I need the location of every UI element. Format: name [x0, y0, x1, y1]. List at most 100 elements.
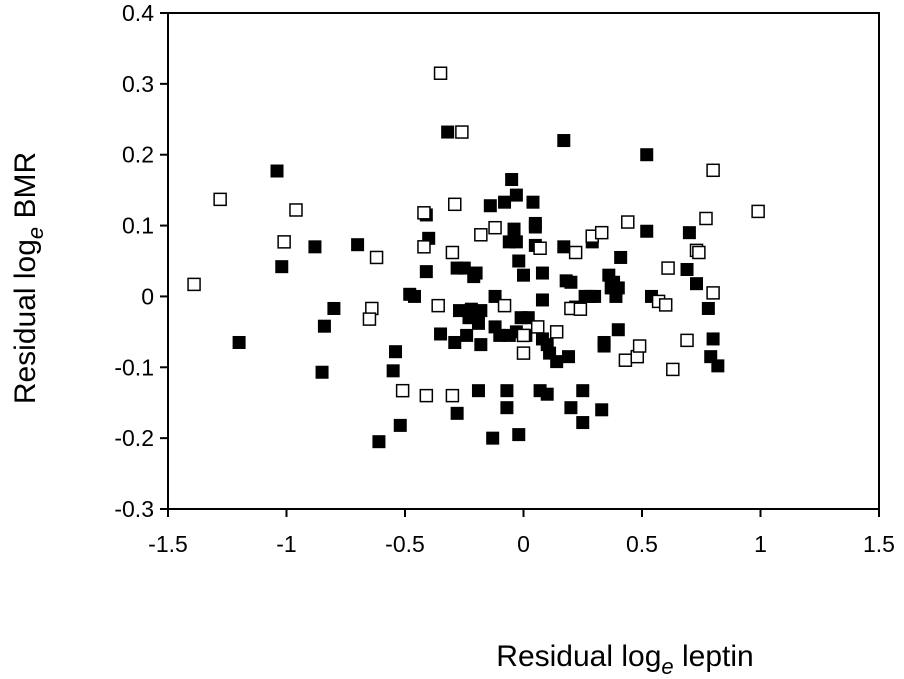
filled-square-point — [711, 359, 725, 373]
open-square-point — [277, 235, 291, 249]
filled-square-point — [588, 289, 602, 303]
x-tick-label: 1 — [754, 531, 767, 557]
filled-square-point — [512, 254, 526, 268]
y-tick-label: 0 — [141, 283, 154, 309]
open-square-point — [666, 362, 680, 377]
filled-square-point — [517, 268, 530, 282]
open-square-point — [699, 211, 713, 226]
open-square-point — [395, 383, 410, 398]
filled-square-point — [611, 323, 625, 337]
filled-square-point — [232, 335, 246, 349]
filled-square-point — [557, 240, 571, 254]
x-tick-label: -1 — [276, 531, 296, 557]
open-square-point — [516, 328, 531, 343]
open-square-point — [433, 66, 448, 80]
x-tick-label: -1.5 — [148, 531, 188, 557]
open-square-point — [488, 220, 502, 235]
filled-square-point — [505, 173, 519, 187]
y-tick-label: 0.1 — [122, 213, 154, 239]
filled-square-point — [460, 328, 474, 342]
filled-square-point — [682, 226, 696, 240]
open-square-point — [289, 203, 303, 217]
open-square-point — [568, 245, 583, 260]
filled-square-point — [471, 384, 485, 398]
filled-square-point — [308, 240, 322, 254]
open-square-point — [455, 125, 469, 139]
filled-square-point — [528, 216, 542, 230]
open-square-point — [751, 204, 765, 219]
open-square-point — [448, 197, 462, 212]
filled-square-point — [317, 319, 331, 333]
open-square-point — [213, 192, 227, 207]
filled-square-point — [701, 301, 715, 315]
filled-square-point — [557, 134, 571, 148]
open-square-point — [187, 277, 201, 292]
filled-square-point — [483, 199, 497, 213]
filled-square-point — [275, 260, 289, 274]
open-square-point — [516, 346, 531, 360]
y-tick-label: -0.1 — [114, 354, 154, 380]
filled-square-point — [611, 281, 625, 295]
filled-square-point — [509, 188, 523, 202]
open-square-point — [573, 302, 588, 316]
filled-square-point — [448, 335, 462, 349]
filled-square-point — [393, 418, 407, 432]
filled-square-point — [680, 263, 694, 277]
open-square-point — [362, 312, 377, 326]
filled-square-point — [564, 401, 578, 415]
x-axis-title-subscript: e — [661, 654, 673, 679]
filled-square-point — [576, 384, 590, 398]
x-axis-title: Residual loge leptin — [496, 640, 753, 679]
filled-square-point — [500, 401, 514, 415]
filled-square-point — [690, 277, 704, 291]
filled-square-point — [450, 406, 464, 420]
open-square-point — [549, 325, 564, 339]
filled-square-point — [550, 355, 564, 369]
filled-square-point — [640, 224, 654, 238]
y-axis-title-subscript: e — [23, 227, 48, 239]
filled-square-point — [507, 222, 521, 236]
open-square-point — [417, 240, 431, 254]
open-square-point — [445, 388, 460, 403]
filled-square-point — [471, 316, 485, 330]
filled-square-point — [315, 365, 329, 379]
filled-square-point — [597, 339, 611, 353]
filled-square-point — [386, 364, 400, 378]
data-points — [187, 66, 765, 449]
y-tick-label: 0.3 — [122, 71, 154, 97]
open-square-point — [530, 320, 545, 334]
y-tick-label: 0.2 — [122, 142, 154, 168]
filled-square-point — [498, 195, 512, 209]
filled-square-point — [372, 435, 386, 449]
x-axis: -1.5 -1 -0.5 0 0.5 1 1.5 — [148, 509, 895, 557]
filled-square-point — [474, 304, 488, 318]
y-tick-label: -0.3 — [114, 496, 154, 522]
filled-square-point — [486, 431, 500, 445]
filled-square-point — [526, 195, 540, 209]
filled-square-point — [407, 289, 421, 303]
open-square-point — [706, 163, 720, 178]
open-square-point — [497, 298, 512, 313]
open-square-point — [618, 353, 633, 367]
open-square-point — [632, 339, 647, 353]
open-square-point — [658, 298, 673, 312]
filled-square-point — [540, 387, 554, 401]
open-square-point — [369, 250, 384, 265]
x-tick-label: 1.5 — [863, 531, 895, 557]
filled-square-point — [500, 384, 514, 398]
open-square-point — [692, 245, 706, 260]
open-square-point — [445, 245, 460, 260]
open-square-point — [706, 286, 720, 300]
open-square-point — [661, 261, 675, 275]
filled-square-point — [614, 250, 628, 264]
y-axis: -0.3 -0.2 -0.1 0 0.1 0.2 0.3 0.4 — [114, 0, 168, 522]
filled-square-point — [564, 275, 578, 289]
filled-square-point — [576, 416, 590, 430]
filled-square-point — [640, 148, 654, 162]
open-square-point — [594, 225, 609, 240]
filled-square-point — [434, 327, 448, 341]
filled-square-point — [562, 350, 576, 364]
filled-square-point — [474, 338, 488, 352]
open-square-point — [431, 298, 445, 313]
